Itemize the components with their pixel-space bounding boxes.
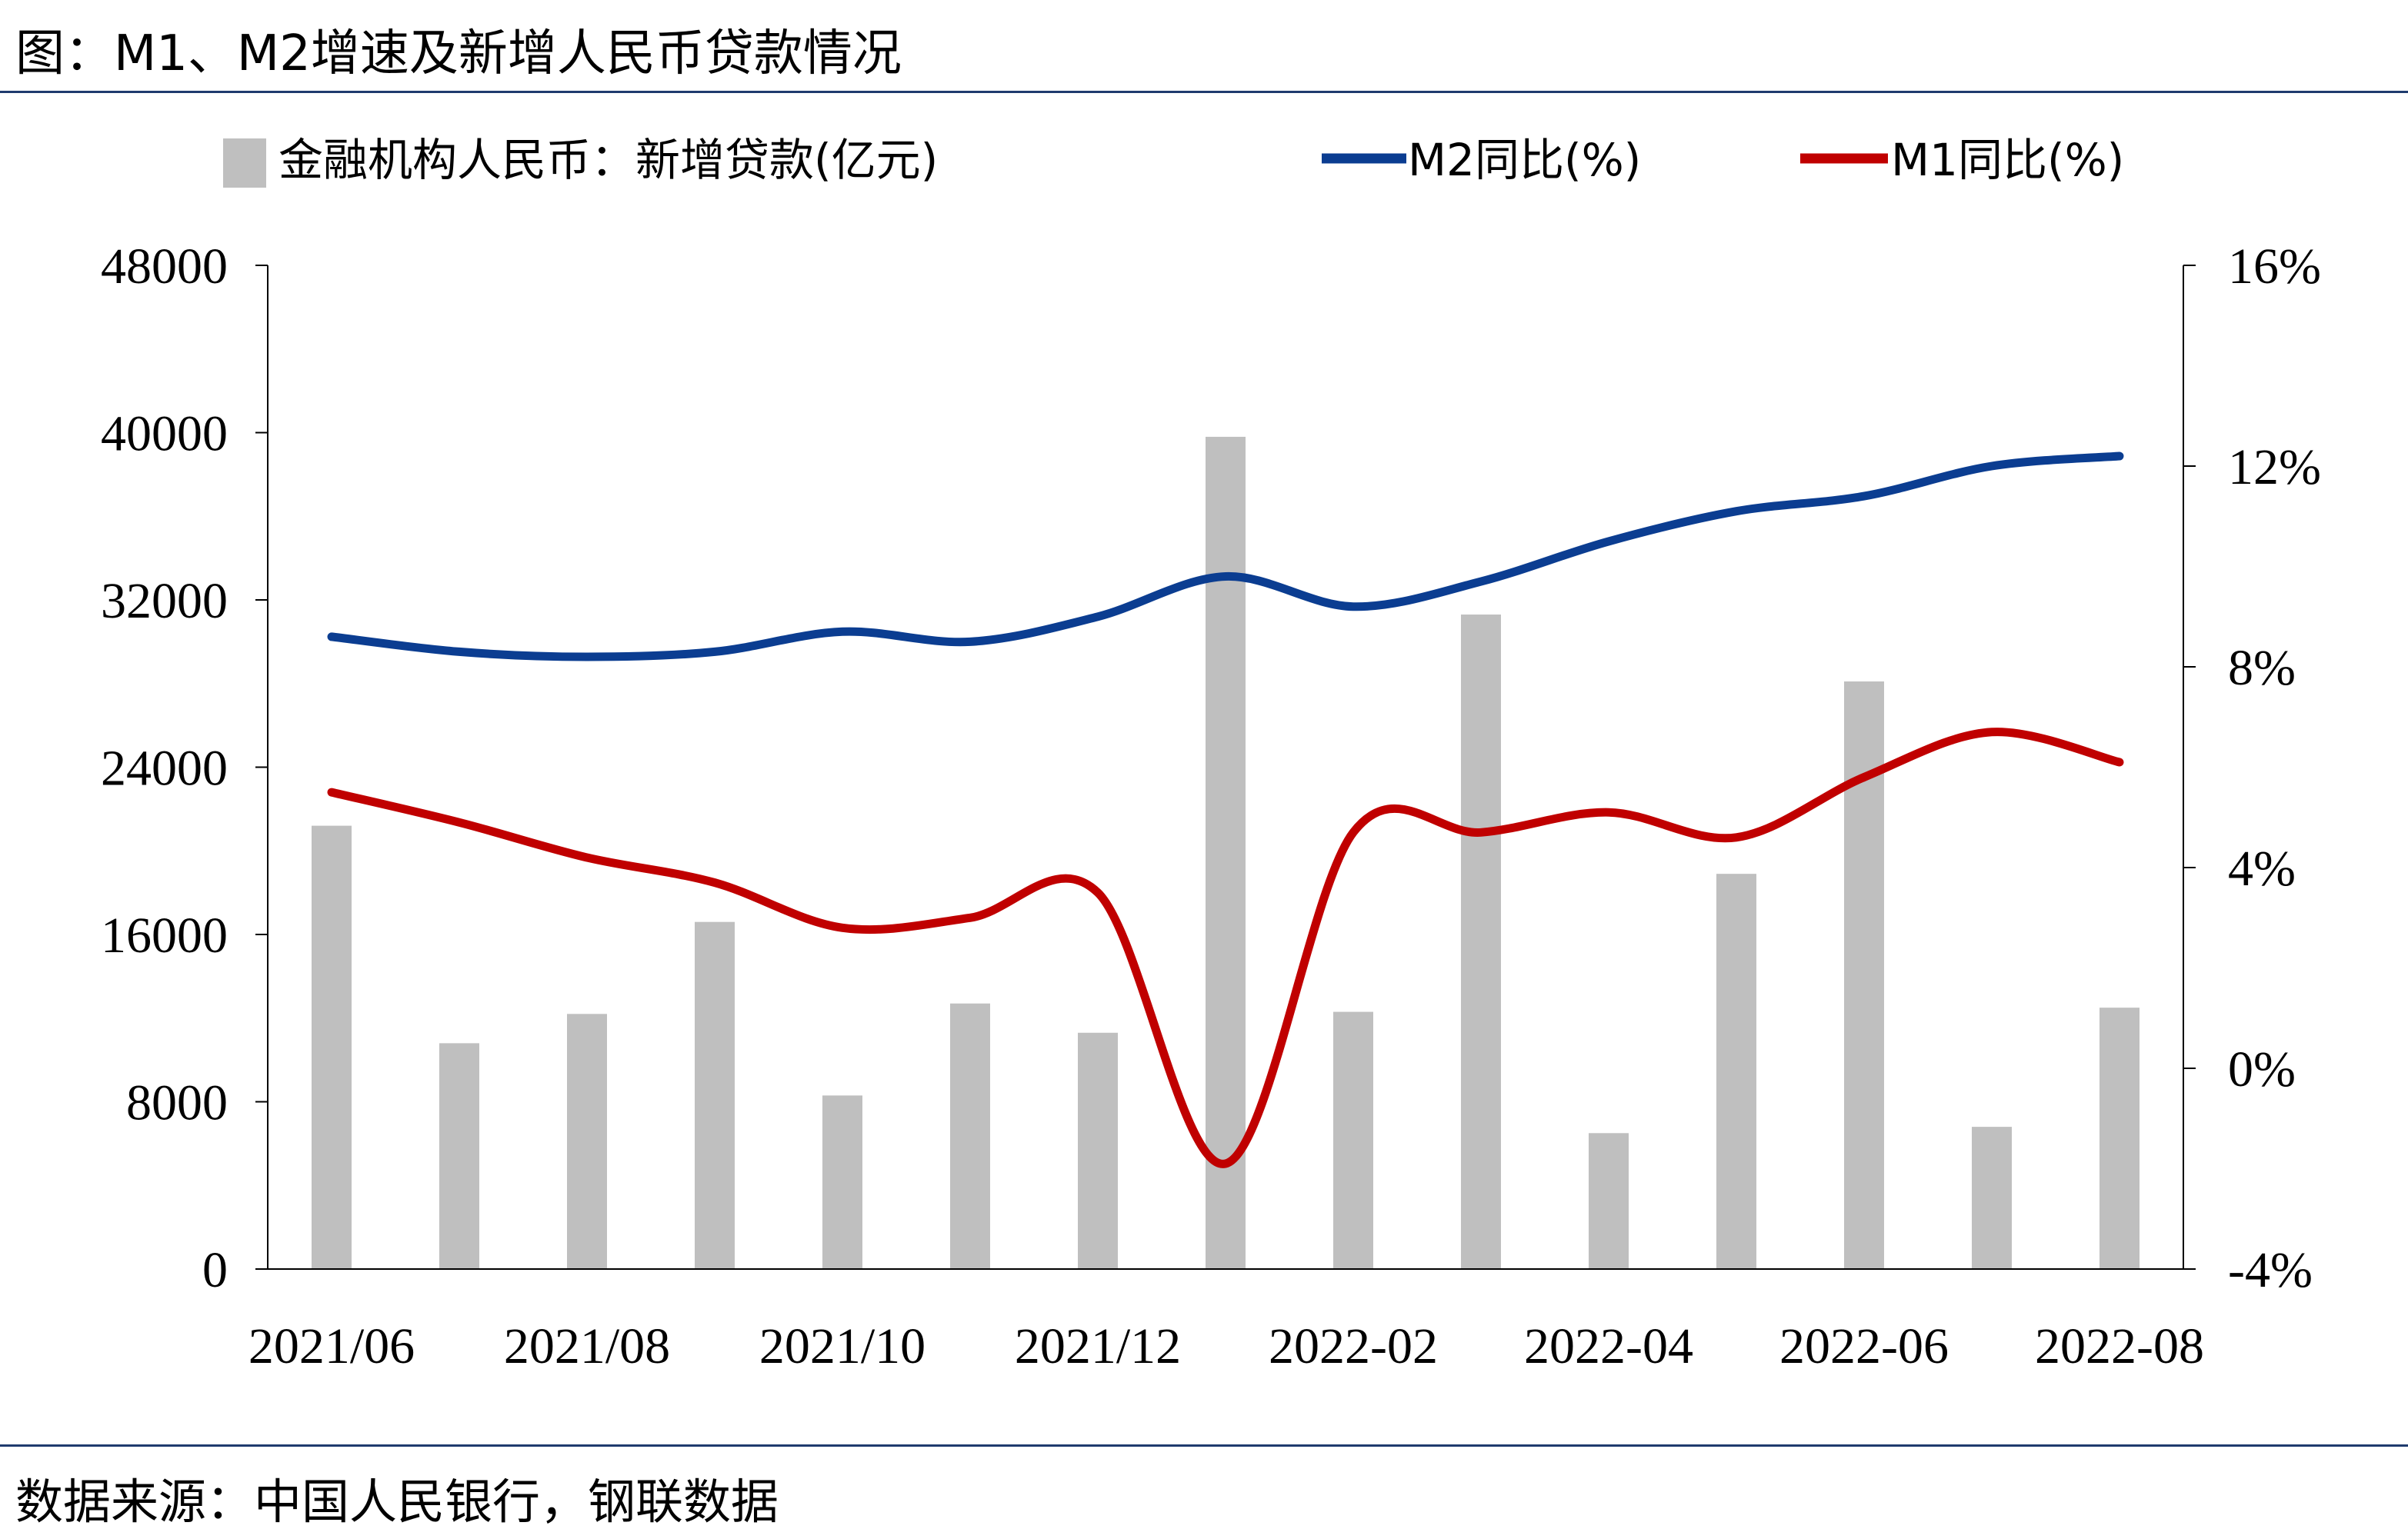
left-axis: 0 8000 16000 24000 32000 40000 48000 xyxy=(101,238,268,1298)
x-tick-label: 2021/12 xyxy=(1015,1318,1181,1374)
figure-title: 图：M1、M2增速及新增人民币贷款情况 xyxy=(15,25,902,82)
x-axis: 2021/06 2021/08 2021/10 2021/12 2022-02 2022-… xyxy=(248,1318,2204,1374)
source-note: 数据来源：中国人民银行，钢联数据 xyxy=(15,1474,779,1530)
m1-line xyxy=(327,728,2124,1168)
x-tick-label: 2022-08 xyxy=(2035,1318,2204,1374)
left-tick-label: 40000 xyxy=(101,406,228,462)
right-tick-label: 8% xyxy=(2228,640,2296,696)
loan-bar xyxy=(822,1095,862,1269)
loan-bar xyxy=(1972,1127,2012,1269)
left-tick-label: 32000 xyxy=(101,573,228,629)
loan-bar xyxy=(950,1003,990,1269)
left-tick-label: 8000 xyxy=(126,1075,228,1131)
left-tick-label: 0 xyxy=(202,1242,228,1298)
x-tick-label: 2022-02 xyxy=(1269,1318,1438,1374)
x-tick-label: 2021/08 xyxy=(504,1318,670,1374)
legend-swatch-loans xyxy=(223,138,266,188)
source-divider xyxy=(0,1444,2408,1447)
loan-bar xyxy=(1461,615,1501,1269)
loan-bar xyxy=(439,1043,479,1269)
m2-line xyxy=(327,451,2124,661)
x-tick-label: 2022-04 xyxy=(1524,1318,1693,1374)
right-tick-label: -4% xyxy=(2228,1242,2313,1298)
loan-bar xyxy=(1333,1011,1373,1269)
axis-lines xyxy=(267,265,2184,1270)
right-axis: -4% 0% 4% 8% 12% 16% xyxy=(2183,238,2321,1298)
legend-label-m2: M2同比(%) xyxy=(1408,134,1641,186)
x-tick-label: 2022-06 xyxy=(1779,1318,1949,1374)
legend: 金融机构人民币：新增贷款(亿元) M2同比(%) M1同比(%) xyxy=(223,134,2124,188)
legend-label-m1: M1同比(%) xyxy=(1891,134,2124,186)
x-tick-label: 2021/06 xyxy=(248,1318,415,1374)
loan-bar xyxy=(567,1014,607,1269)
legend-label-loans: 金融机构人民币：新增贷款(亿元) xyxy=(278,134,938,186)
loan-bar xyxy=(1589,1133,1629,1269)
left-tick-label: 48000 xyxy=(101,238,228,295)
right-tick-label: 12% xyxy=(2228,439,2321,495)
growth-lines xyxy=(327,451,2124,1168)
x-tick-label: 2021/10 xyxy=(759,1318,926,1374)
loan-bars xyxy=(312,436,2140,1269)
loan-bar xyxy=(1716,874,1756,1269)
loan-bar xyxy=(312,825,352,1269)
loan-bar xyxy=(2099,1008,2140,1269)
loan-bar xyxy=(1078,1032,1118,1269)
right-tick-label: 16% xyxy=(2228,238,2321,295)
left-tick-label: 24000 xyxy=(101,741,228,797)
title-divider xyxy=(0,91,2408,93)
loan-bar xyxy=(695,921,735,1269)
left-tick-label: 16000 xyxy=(101,908,228,964)
right-tick-label: 0% xyxy=(2228,1041,2296,1098)
right-tick-label: 4% xyxy=(2228,841,2296,897)
